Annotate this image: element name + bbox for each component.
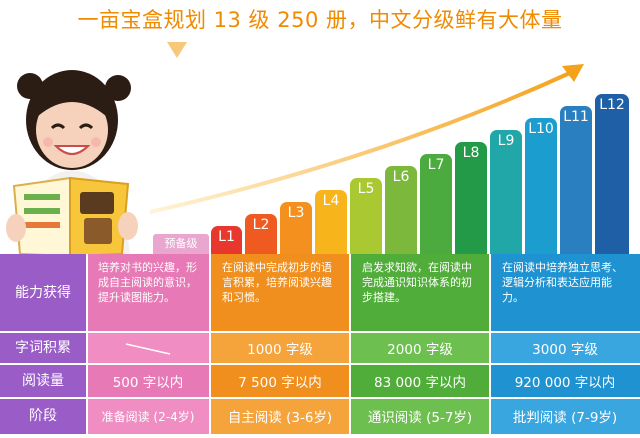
prep-stage-cell: 准备阅读 (2-4岁): [86, 398, 210, 434]
column-divider: [86, 254, 88, 434]
critical-ability-desc: 在阅读中培养独立思考、逻辑分析和表达应用能力。: [490, 254, 640, 332]
general-stage-cell: 通识阅读 (5-7岁): [350, 398, 490, 434]
level-bar-l8: L8: [455, 142, 487, 254]
autonomous-vocab-cell: 1000 字级: [210, 332, 350, 364]
child-reading-illustration: [6, 70, 138, 256]
prep-vocab-cell: [86, 332, 210, 364]
page-title: 一亩宝盒规划 13 级 250 册，中文分级鲜有大体量: [77, 8, 563, 32]
row-divider: [0, 397, 640, 399]
prep-level-badge: 预备级: [153, 234, 209, 254]
autonomous-ability-desc: 在阅读中完成初步的语言积累，培养阅读兴趣和习惯。: [210, 254, 350, 332]
critical-stage-cell: 批判阅读 (7-9岁): [490, 398, 640, 434]
prep-ability-desc: 培养对书的兴趣，形成自主阅读的意识，提升读图能力。: [86, 254, 210, 332]
row-divider: [0, 331, 640, 333]
level-bar-l1: L1: [211, 226, 242, 254]
row-label-stage: 阶段: [0, 398, 86, 434]
row-label-ability: 能力获得: [0, 254, 86, 332]
autonomous-stage-cell: 自主阅读 (3-6岁): [210, 398, 350, 434]
pointer-triangle-icon: [167, 42, 187, 58]
row-label-vocab: 字词积累: [0, 332, 86, 364]
level-bar-l10: L10: [525, 118, 557, 254]
level-bar-l6: L6: [385, 166, 417, 254]
row-label-reading: 阅读量: [0, 364, 86, 398]
row-divider: [0, 363, 640, 365]
critical-reading-cell: 920 000 字以内: [490, 364, 640, 398]
general-reading-cell: 83 000 字以内: [350, 364, 490, 398]
general-vocab-cell: 2000 字级: [350, 332, 490, 364]
diagonal-dash-icon: [125, 343, 171, 355]
level-bar-l3: L3: [280, 202, 312, 254]
column-divider: [489, 254, 491, 434]
level-bar-l4: L4: [315, 190, 347, 254]
critical-vocab-cell: 3000 字级: [490, 332, 640, 364]
level-bar-l7: L7: [420, 154, 452, 254]
column-divider: [349, 254, 351, 434]
autonomous-reading-cell: 7 500 字以内: [210, 364, 350, 398]
level-bar-l11: L11: [560, 106, 592, 254]
level-bar-l2: L2: [245, 214, 277, 254]
level-bar-l5: L5: [350, 178, 382, 254]
prep-reading-cell: 500 字以内: [86, 364, 210, 398]
column-divider: [209, 254, 211, 434]
level-bar-l9: L9: [490, 130, 522, 254]
general-ability-desc: 启发求知欲，在阅读中完成通识知识体系的初步搭建。: [350, 254, 490, 332]
level-bar-l12: L12: [595, 94, 629, 254]
